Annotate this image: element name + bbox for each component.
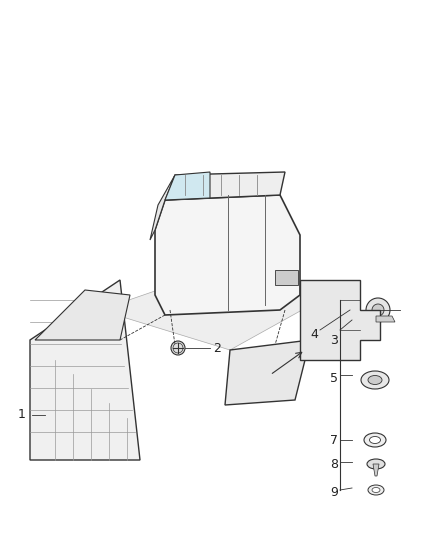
- Text: 9: 9: [330, 486, 338, 498]
- Text: 5: 5: [330, 372, 338, 384]
- Ellipse shape: [364, 433, 386, 447]
- Ellipse shape: [361, 371, 389, 389]
- Polygon shape: [150, 175, 175, 240]
- Text: 4: 4: [310, 328, 318, 342]
- Circle shape: [74, 414, 86, 426]
- Ellipse shape: [368, 485, 384, 495]
- Circle shape: [252, 287, 288, 323]
- Polygon shape: [35, 290, 130, 340]
- Polygon shape: [275, 270, 298, 285]
- Ellipse shape: [368, 376, 382, 384]
- Circle shape: [366, 298, 390, 322]
- Circle shape: [260, 295, 280, 315]
- Text: 2: 2: [213, 342, 221, 354]
- Circle shape: [159, 289, 191, 321]
- Polygon shape: [376, 316, 395, 322]
- Ellipse shape: [367, 459, 385, 469]
- Polygon shape: [165, 172, 210, 200]
- Text: 8: 8: [330, 458, 338, 472]
- Polygon shape: [373, 464, 379, 476]
- Ellipse shape: [370, 437, 381, 443]
- Circle shape: [372, 304, 384, 316]
- Polygon shape: [165, 172, 285, 200]
- Polygon shape: [300, 280, 380, 360]
- Polygon shape: [155, 195, 300, 315]
- Circle shape: [68, 408, 92, 432]
- Ellipse shape: [372, 488, 380, 492]
- Text: 1: 1: [18, 408, 26, 422]
- Polygon shape: [225, 340, 310, 405]
- Polygon shape: [30, 280, 140, 460]
- Text: 3: 3: [330, 334, 338, 346]
- Circle shape: [171, 341, 185, 355]
- Circle shape: [166, 296, 184, 314]
- Text: 7: 7: [330, 433, 338, 447]
- Polygon shape: [100, 265, 320, 350]
